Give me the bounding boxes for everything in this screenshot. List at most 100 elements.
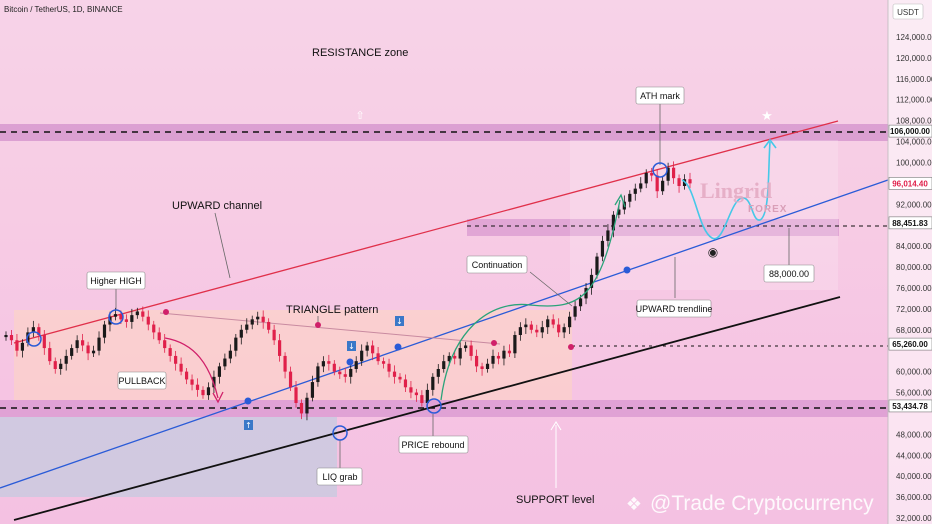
candle-body bbox=[267, 321, 271, 330]
candle-body bbox=[174, 355, 178, 364]
candle-body bbox=[611, 214, 615, 231]
dot-triangle-2 bbox=[394, 343, 402, 351]
candle-body bbox=[64, 355, 68, 364]
axis-tick-label: 44,000.00 bbox=[896, 451, 932, 460]
upward-channel-label: UPWARD channel bbox=[172, 200, 262, 212]
candle-body bbox=[644, 172, 648, 184]
candle-body bbox=[184, 371, 189, 380]
eye-icon: ◉ bbox=[708, 245, 718, 259]
axis-tick-label: 36,000.00 bbox=[896, 493, 932, 502]
axis-tick-label: 56,000.00 bbox=[896, 389, 932, 398]
candle-body bbox=[595, 256, 599, 275]
channel-pointer bbox=[214, 212, 231, 279]
candle-body bbox=[119, 314, 123, 320]
continuation-arrow bbox=[440, 199, 621, 401]
candle-body bbox=[179, 363, 183, 372]
dot-hh-red bbox=[163, 309, 169, 315]
pullback-label: PULLBACK bbox=[117, 371, 167, 390]
candle-body bbox=[81, 340, 85, 346]
price-tag-label: 106,000.00 bbox=[890, 127, 931, 136]
dot-tri-red bbox=[315, 322, 321, 328]
candle-body bbox=[195, 384, 200, 390]
support-pointer-head bbox=[550, 421, 562, 431]
price-tags: 106,000.00 96,014.40 88,451.83 65,260.00 53,… bbox=[888, 124, 932, 413]
candle-body bbox=[283, 355, 287, 372]
candle-body bbox=[327, 361, 331, 364]
candle-body bbox=[70, 348, 74, 356]
axis-ticks: 124,000.00 120,000.00 116,000.00 112,000.00… bbox=[896, 33, 932, 523]
candle-body bbox=[502, 350, 506, 359]
candle-body bbox=[349, 368, 353, 377]
candle-body bbox=[371, 345, 375, 354]
candle-body bbox=[600, 240, 605, 257]
continuation-label: Continuation bbox=[466, 255, 528, 274]
candle-body bbox=[535, 329, 539, 333]
candle-body bbox=[316, 366, 320, 383]
price-tag-label: 88,451.83 bbox=[892, 219, 928, 228]
candle-body bbox=[113, 314, 118, 317]
candle-body bbox=[398, 376, 402, 380]
candle-body bbox=[453, 355, 457, 359]
rebound-circle bbox=[426, 398, 442, 414]
triangle-upper-line bbox=[159, 312, 501, 345]
candle-body bbox=[546, 319, 550, 328]
candle-body bbox=[168, 348, 172, 356]
candle-body bbox=[338, 371, 342, 375]
candle-body bbox=[578, 298, 583, 307]
hh-circle-1 bbox=[26, 331, 42, 347]
projection-path bbox=[681, 141, 771, 240]
dot-break-red bbox=[568, 344, 574, 350]
candle-body bbox=[513, 335, 517, 354]
candle-body bbox=[48, 348, 52, 362]
candle-body bbox=[97, 337, 101, 351]
candle-body bbox=[655, 175, 659, 192]
hh-circle-2 bbox=[108, 309, 124, 325]
svg-text:PULLBACK: PULLBACK bbox=[118, 376, 165, 386]
candle-body bbox=[529, 324, 533, 330]
candle-body bbox=[9, 335, 14, 341]
candle-body bbox=[447, 355, 451, 362]
liq-grab-label: LIQ grab bbox=[316, 467, 363, 486]
star-icon: ★ bbox=[761, 109, 773, 124]
axis-tick-label: 60,000.00 bbox=[896, 368, 932, 377]
candle-body bbox=[589, 274, 594, 288]
footer-watermark-icon: ❖ bbox=[626, 494, 642, 515]
mid-zone-band bbox=[467, 219, 839, 236]
candle-body bbox=[360, 350, 364, 362]
candle-body bbox=[59, 363, 63, 369]
brand-watermark: Lingrid bbox=[700, 178, 772, 203]
candle-body bbox=[392, 371, 397, 377]
candle-body bbox=[639, 183, 643, 189]
candle-body bbox=[442, 361, 446, 369]
candle-body bbox=[75, 340, 79, 349]
up-arrow-badge-icon: ↑ bbox=[245, 421, 252, 430]
candle-body bbox=[606, 230, 610, 241]
candle-body bbox=[469, 345, 473, 356]
up-arrow-badge bbox=[244, 420, 253, 430]
candle-body bbox=[485, 363, 490, 369]
candle-body bbox=[206, 387, 211, 396]
dot-tri-red-2 bbox=[491, 340, 497, 346]
svg-text:88,000.00: 88,000.00 bbox=[769, 269, 809, 279]
support-level-label: SUPPORT level bbox=[516, 494, 594, 506]
liq-circle bbox=[332, 425, 348, 441]
candle-body bbox=[190, 379, 194, 385]
down-arrow-badge-icon: ↓ bbox=[396, 317, 403, 326]
triangle-pattern-label: TRIANGLE pattern bbox=[286, 304, 378, 316]
price-tag: 65,260.00 bbox=[888, 337, 932, 351]
candle-body bbox=[321, 361, 325, 367]
svg-text:ATH mark: ATH mark bbox=[640, 91, 680, 101]
price-tag: 106,000.00 bbox=[888, 124, 932, 138]
candle-body bbox=[130, 315, 134, 322]
candle-body bbox=[42, 335, 46, 349]
candle-body bbox=[409, 387, 413, 393]
candle-body bbox=[365, 345, 369, 351]
candle-body bbox=[91, 350, 96, 354]
svg-text:Higher HIGH: Higher HIGH bbox=[90, 276, 142, 286]
candle-body bbox=[299, 402, 304, 414]
price-tag-label: 53,434.78 bbox=[892, 402, 928, 411]
axis-tick-label: 112,000.00 bbox=[896, 96, 932, 105]
candle-body bbox=[496, 355, 501, 359]
resistance-zone-label: RESISTANCE zone bbox=[312, 47, 408, 59]
